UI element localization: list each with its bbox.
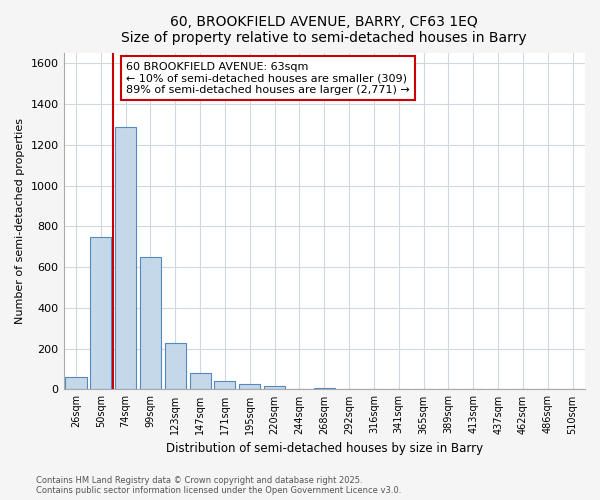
X-axis label: Distribution of semi-detached houses by size in Barry: Distribution of semi-detached houses by …: [166, 442, 483, 455]
Bar: [140, 257, 161, 390]
Bar: [90, 236, 112, 390]
Bar: [165, 342, 186, 390]
Bar: [115, 126, 136, 390]
Bar: [239, 384, 260, 390]
Text: Contains HM Land Registry data © Crown copyright and database right 2025.
Contai: Contains HM Land Registry data © Crown c…: [36, 476, 401, 495]
Title: 60, BROOKFIELD AVENUE, BARRY, CF63 1EQ
Size of property relative to semi-detache: 60, BROOKFIELD AVENUE, BARRY, CF63 1EQ S…: [121, 15, 527, 45]
Bar: [214, 382, 235, 390]
Bar: [264, 386, 285, 390]
Bar: [190, 373, 211, 390]
Text: 60 BROOKFIELD AVENUE: 63sqm
← 10% of semi-detached houses are smaller (309)
89% : 60 BROOKFIELD AVENUE: 63sqm ← 10% of sem…: [126, 62, 410, 95]
Y-axis label: Number of semi-detached properties: Number of semi-detached properties: [15, 118, 25, 324]
Bar: [65, 377, 86, 390]
Bar: [314, 388, 335, 390]
